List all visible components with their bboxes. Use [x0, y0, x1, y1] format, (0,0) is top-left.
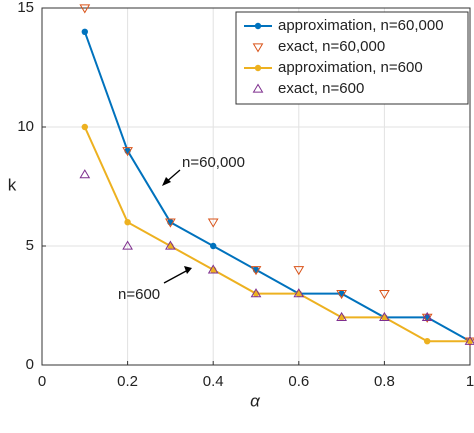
point — [80, 170, 89, 178]
legend-label: exact, n=60,000 — [278, 38, 385, 55]
x-axis-label: α — [250, 391, 261, 410]
series-line — [85, 127, 470, 341]
legend-label: exact, n=600 — [278, 80, 364, 97]
y-tick-label: 0 — [26, 356, 34, 373]
legend-marker — [255, 65, 261, 71]
x-tick-label: 0.2 — [117, 373, 138, 390]
x-tick-label: 0.4 — [203, 373, 224, 390]
annotation: n=600 — [118, 286, 160, 303]
point — [124, 219, 130, 225]
point — [210, 243, 216, 249]
legend-label: approximation, n=60,000 — [278, 17, 444, 34]
arrow — [164, 270, 188, 283]
arrow-head — [184, 266, 192, 274]
point — [424, 338, 430, 344]
annotation: n=60,000 — [182, 154, 245, 171]
legend-label: approximation, n=600 — [278, 59, 423, 76]
x-tick-label: 0 — [38, 373, 46, 390]
x-tick-label: 0.6 — [288, 373, 309, 390]
y-tick-label: 5 — [26, 237, 34, 254]
point — [82, 29, 88, 35]
point — [80, 5, 89, 13]
x-tick-label: 0.8 — [374, 373, 395, 390]
point — [82, 124, 88, 130]
legend-marker — [255, 23, 261, 29]
y-axis-label: k — [8, 175, 17, 194]
y-tick-label: 10 — [17, 118, 34, 135]
y-tick-label: 15 — [17, 0, 34, 16]
x-tick-label: 1 — [466, 373, 474, 390]
